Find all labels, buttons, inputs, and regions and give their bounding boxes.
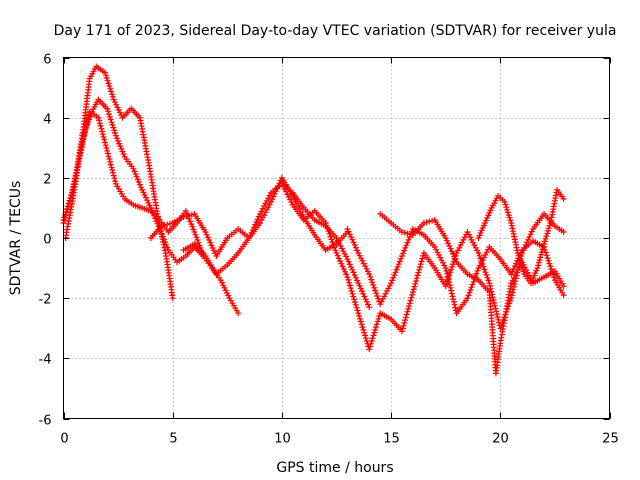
series-track-d (147, 174, 351, 259)
x-tick-label: 10 (274, 432, 291, 447)
series-track-e (180, 180, 373, 311)
x-axis-label: GPS time / hours (276, 460, 393, 476)
axis-ticks: 0 5 10 15 20 25 -6 -4 -2 0 2 4 6 (39, 53, 619, 447)
y-tick-label: 2 (43, 173, 51, 188)
x-tick-label: 15 (383, 432, 400, 447)
x-tick-label: 0 (60, 432, 68, 447)
chart-title: Day 171 of 2023, Sidereal Day-to-day VTE… (54, 23, 617, 39)
y-tick-label: -2 (39, 293, 52, 308)
y-tick-label: 0 (43, 233, 51, 248)
data-point-markers (475, 186, 567, 287)
x-tick-label: 20 (492, 432, 509, 447)
y-tick-label: -4 (39, 353, 52, 368)
y-tick-label: 6 (43, 53, 51, 68)
series-track-i (475, 186, 567, 287)
y-axis-label: SDTVAR / TECUs (8, 181, 24, 296)
y-tick-label: 4 (43, 113, 51, 128)
data-series (60, 63, 567, 377)
x-tick-label: 25 (602, 432, 619, 447)
data-point-markers (147, 174, 351, 259)
x-tick-label: 5 (169, 432, 177, 447)
data-point-markers (180, 180, 373, 311)
y-tick-label: -6 (39, 414, 52, 429)
